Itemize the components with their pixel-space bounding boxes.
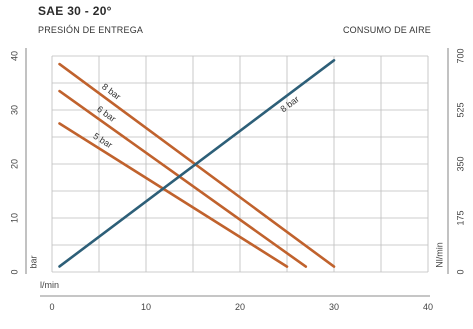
right-tick-label: 350 [455,156,465,171]
series-label: 5 bar [91,131,114,150]
right-tick-label: 175 [455,210,465,225]
x-tick-label: 10 [141,302,151,312]
left-tick-label: 10 [9,213,19,223]
grid [51,55,429,273]
series [58,59,336,268]
axes [25,48,449,297]
left-tick-label: 40 [9,51,19,61]
pressure-heading: PRESIÓN DE ENTREGA [38,25,144,35]
series-label: 8 bar [278,94,300,114]
right-axis-label: Nl/min [434,242,444,268]
pressure-series-line [58,122,289,268]
consumption-heading: CONSUMO DE AIRE [342,25,431,35]
left-tick-label: 30 [9,105,19,115]
series-label: 6 bar [95,104,118,124]
pressure-series-line [58,89,308,268]
right-tick-label: 0 [455,269,465,274]
series-label: 8 bar [100,81,122,101]
left-axis-label: bar [28,255,38,268]
page-title: SAE 30 - 20° [38,4,112,18]
x-axis-label: l/min [40,280,59,290]
right-tick-label: 525 [455,102,465,117]
left-tick-label: 20 [9,159,19,169]
left-tick-label: 0 [9,269,19,274]
labels: 0 10 20 30 40 bar 0 175 350 525 700 Nl/min 0 10 20 30 40… [9,48,465,312]
right-tick-label: 700 [455,48,465,63]
consumption-series-line [58,59,336,268]
x-tick-label: 30 [329,302,339,312]
x-tick-label: 40 [423,302,433,312]
pressure-series-line [58,62,336,268]
x-tick-label: 0 [49,302,54,312]
x-tick-label: 20 [235,302,245,312]
